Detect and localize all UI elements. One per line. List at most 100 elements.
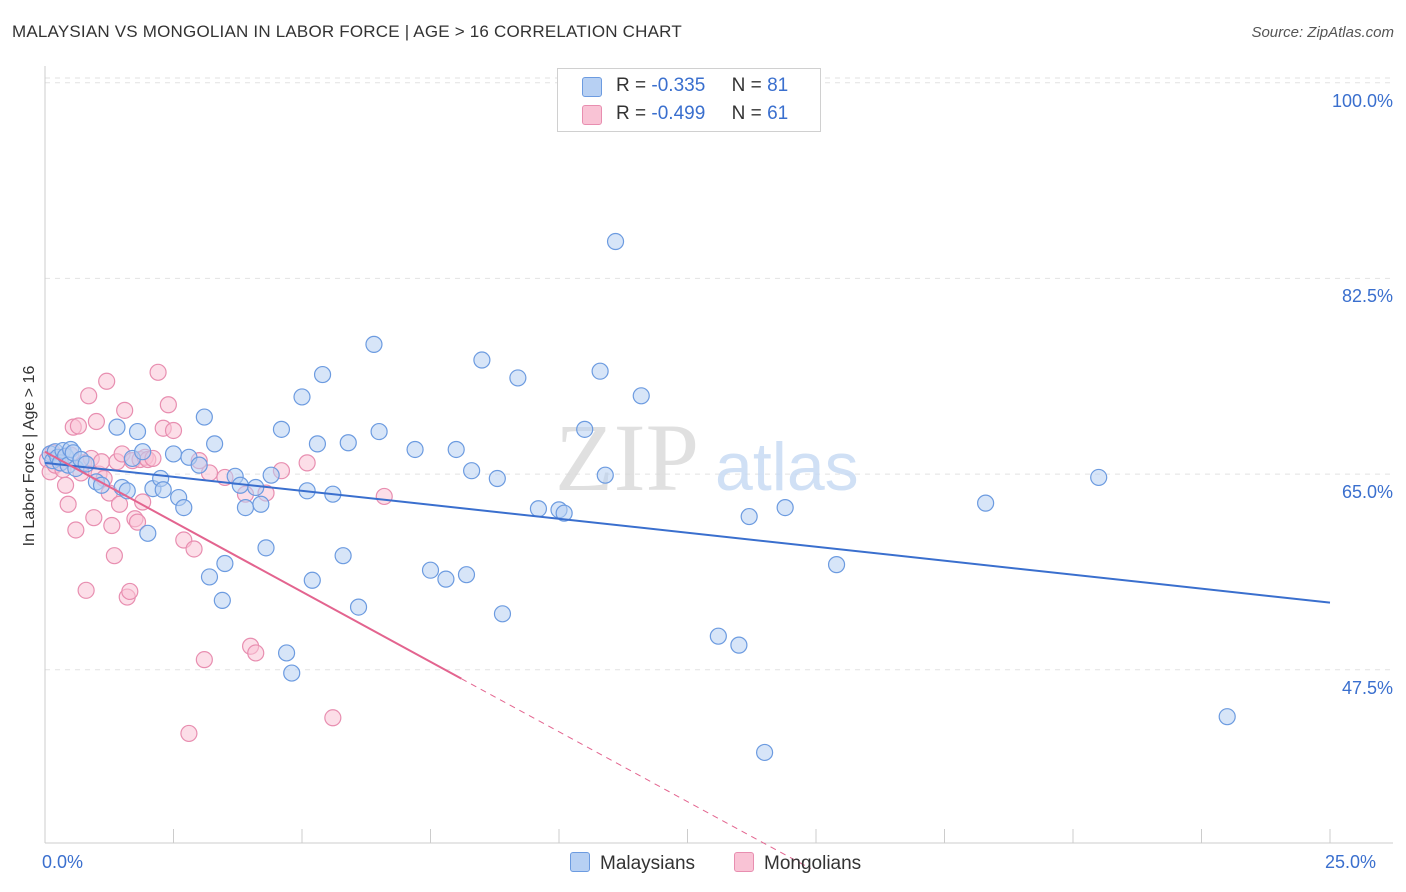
bottom-legend-label: Malaysians	[600, 853, 696, 874]
data-point-mongolians	[164, 421, 183, 440]
data-point-malaysians	[473, 351, 491, 369]
data-point-malaysians	[827, 556, 846, 574]
data-point-malaysians	[365, 335, 383, 353]
data-point-malaysians	[555, 504, 573, 522]
legend-n-value: 61	[767, 103, 789, 124]
data-point-malaysians	[406, 440, 424, 459]
data-point-mongolians	[85, 509, 103, 527]
data-point-malaysians	[632, 387, 650, 405]
data-point-malaysians	[262, 466, 280, 484]
data-point-malaysians	[213, 591, 231, 609]
data-point-mongolians	[116, 401, 134, 419]
data-point-malaysians	[596, 466, 614, 484]
data-point-malaysians	[154, 481, 172, 499]
bottom-legend-mongolians: Mongolians	[734, 852, 861, 875]
data-point-mongolians	[69, 417, 88, 435]
data-point-malaysians	[488, 469, 506, 488]
data-point-malaysians	[257, 539, 275, 557]
data-point-malaysians	[293, 388, 311, 406]
grid-lines	[45, 77, 1393, 671]
data-point-mongolians	[185, 540, 203, 558]
chart-title: MALAYSIAN VS MONGOLIAN IN LABOR FORCE | …	[12, 22, 682, 41]
data-point-malaysians	[175, 499, 193, 517]
data-point-malaysians	[709, 627, 727, 645]
data-point-malaysians	[349, 598, 368, 616]
data-point-malaysians	[216, 554, 234, 573]
data-point-malaysians	[493, 605, 512, 623]
data-point-malaysians	[190, 456, 208, 474]
data-point-mongolians	[180, 724, 198, 743]
data-point-mongolians	[56, 476, 75, 494]
data-point-mongolians	[375, 487, 393, 506]
data-point-mongolians	[298, 454, 316, 472]
y-tick-label: 65.0%	[1341, 482, 1393, 503]
data-point-mongolians	[128, 513, 147, 531]
data-point-malaysians	[740, 507, 758, 526]
data-point-malaysians	[303, 571, 321, 589]
data-point-malaysians	[370, 422, 388, 441]
source-label: Source: ZipAtlas.com	[1251, 24, 1394, 41]
data-point-malaysians	[1090, 468, 1108, 487]
legend-n-label: N =	[731, 75, 762, 96]
data-point-mongolians	[121, 582, 139, 601]
data-point-mongolians	[80, 387, 98, 405]
data-point-malaysians	[236, 499, 255, 517]
data-point-malaysians	[437, 570, 455, 588]
bottom-legend-swatch-malaysians	[570, 852, 590, 872]
legend: R = -0.335 N = 81 R = -0.499 N = 61	[557, 68, 821, 132]
legend-r-label: R =	[616, 103, 647, 124]
x-tick-label-min: 0.0%	[42, 852, 84, 872]
data-point-malaysians	[139, 524, 157, 542]
data-point-malaysians	[108, 418, 126, 436]
data-point-malaysians	[730, 636, 748, 654]
data-point-mongolians	[247, 644, 265, 662]
data-point-malaysians	[77, 455, 95, 473]
y-tick-label: 82.5%	[1341, 286, 1393, 307]
trend-line-mongolians	[461, 678, 812, 870]
data-point-malaysians	[776, 499, 794, 517]
data-point-malaysians	[447, 440, 465, 459]
data-point-malaysians	[277, 644, 296, 662]
y-tick-label: 47.5%	[1341, 677, 1393, 698]
watermark-zip: ZIP	[555, 404, 699, 511]
data-point-malaysians	[247, 478, 265, 497]
bottom-legend-label: Mongolians	[764, 853, 862, 874]
data-point-mongolians	[103, 516, 121, 535]
series-malaysians	[41, 232, 1236, 762]
data-point-malaysians	[1218, 708, 1236, 726]
trend-lines	[44, 450, 1331, 870]
data-point-malaysians	[576, 420, 594, 438]
legend-swatch-mongolians	[582, 105, 602, 125]
data-point-malaysians	[252, 495, 270, 513]
legend-r-label: R =	[616, 75, 647, 96]
data-point-mongolians	[77, 581, 95, 599]
data-point-malaysians	[206, 435, 224, 453]
legend-swatch-malaysians	[582, 77, 602, 97]
data-point-malaysians	[463, 462, 481, 480]
x-tick-label-max: 25.0%	[1325, 852, 1377, 872]
data-point-mongolians	[110, 495, 129, 513]
data-point-malaysians	[272, 420, 291, 438]
data-point-mongolians	[159, 396, 177, 414]
data-point-mongolians	[59, 495, 77, 513]
data-point-malaysians	[509, 369, 527, 387]
trend-line-malaysians	[44, 461, 1331, 604]
data-point-mongolians	[92, 453, 111, 471]
data-point-malaysians	[606, 232, 625, 251]
data-point-malaysians	[308, 435, 327, 453]
data-point-mongolians	[195, 651, 213, 669]
y-tick-label: 100.0%	[1331, 90, 1393, 111]
data-point-malaysians	[200, 568, 219, 586]
data-point-mongolians	[98, 372, 116, 390]
data-point-malaysians	[457, 566, 476, 584]
data-point-mongolians	[149, 363, 167, 381]
data-point-malaysians	[529, 500, 548, 518]
data-point-malaysians	[339, 434, 357, 452]
data-point-malaysians	[334, 547, 352, 565]
data-point-mongolians	[324, 709, 342, 727]
watermark-atlas: atlas	[715, 429, 859, 505]
legend-n-value: 81	[767, 75, 789, 96]
bottom-legend-malaysians: Malaysians	[570, 852, 695, 875]
legend-r-value: -0.499	[651, 103, 706, 124]
